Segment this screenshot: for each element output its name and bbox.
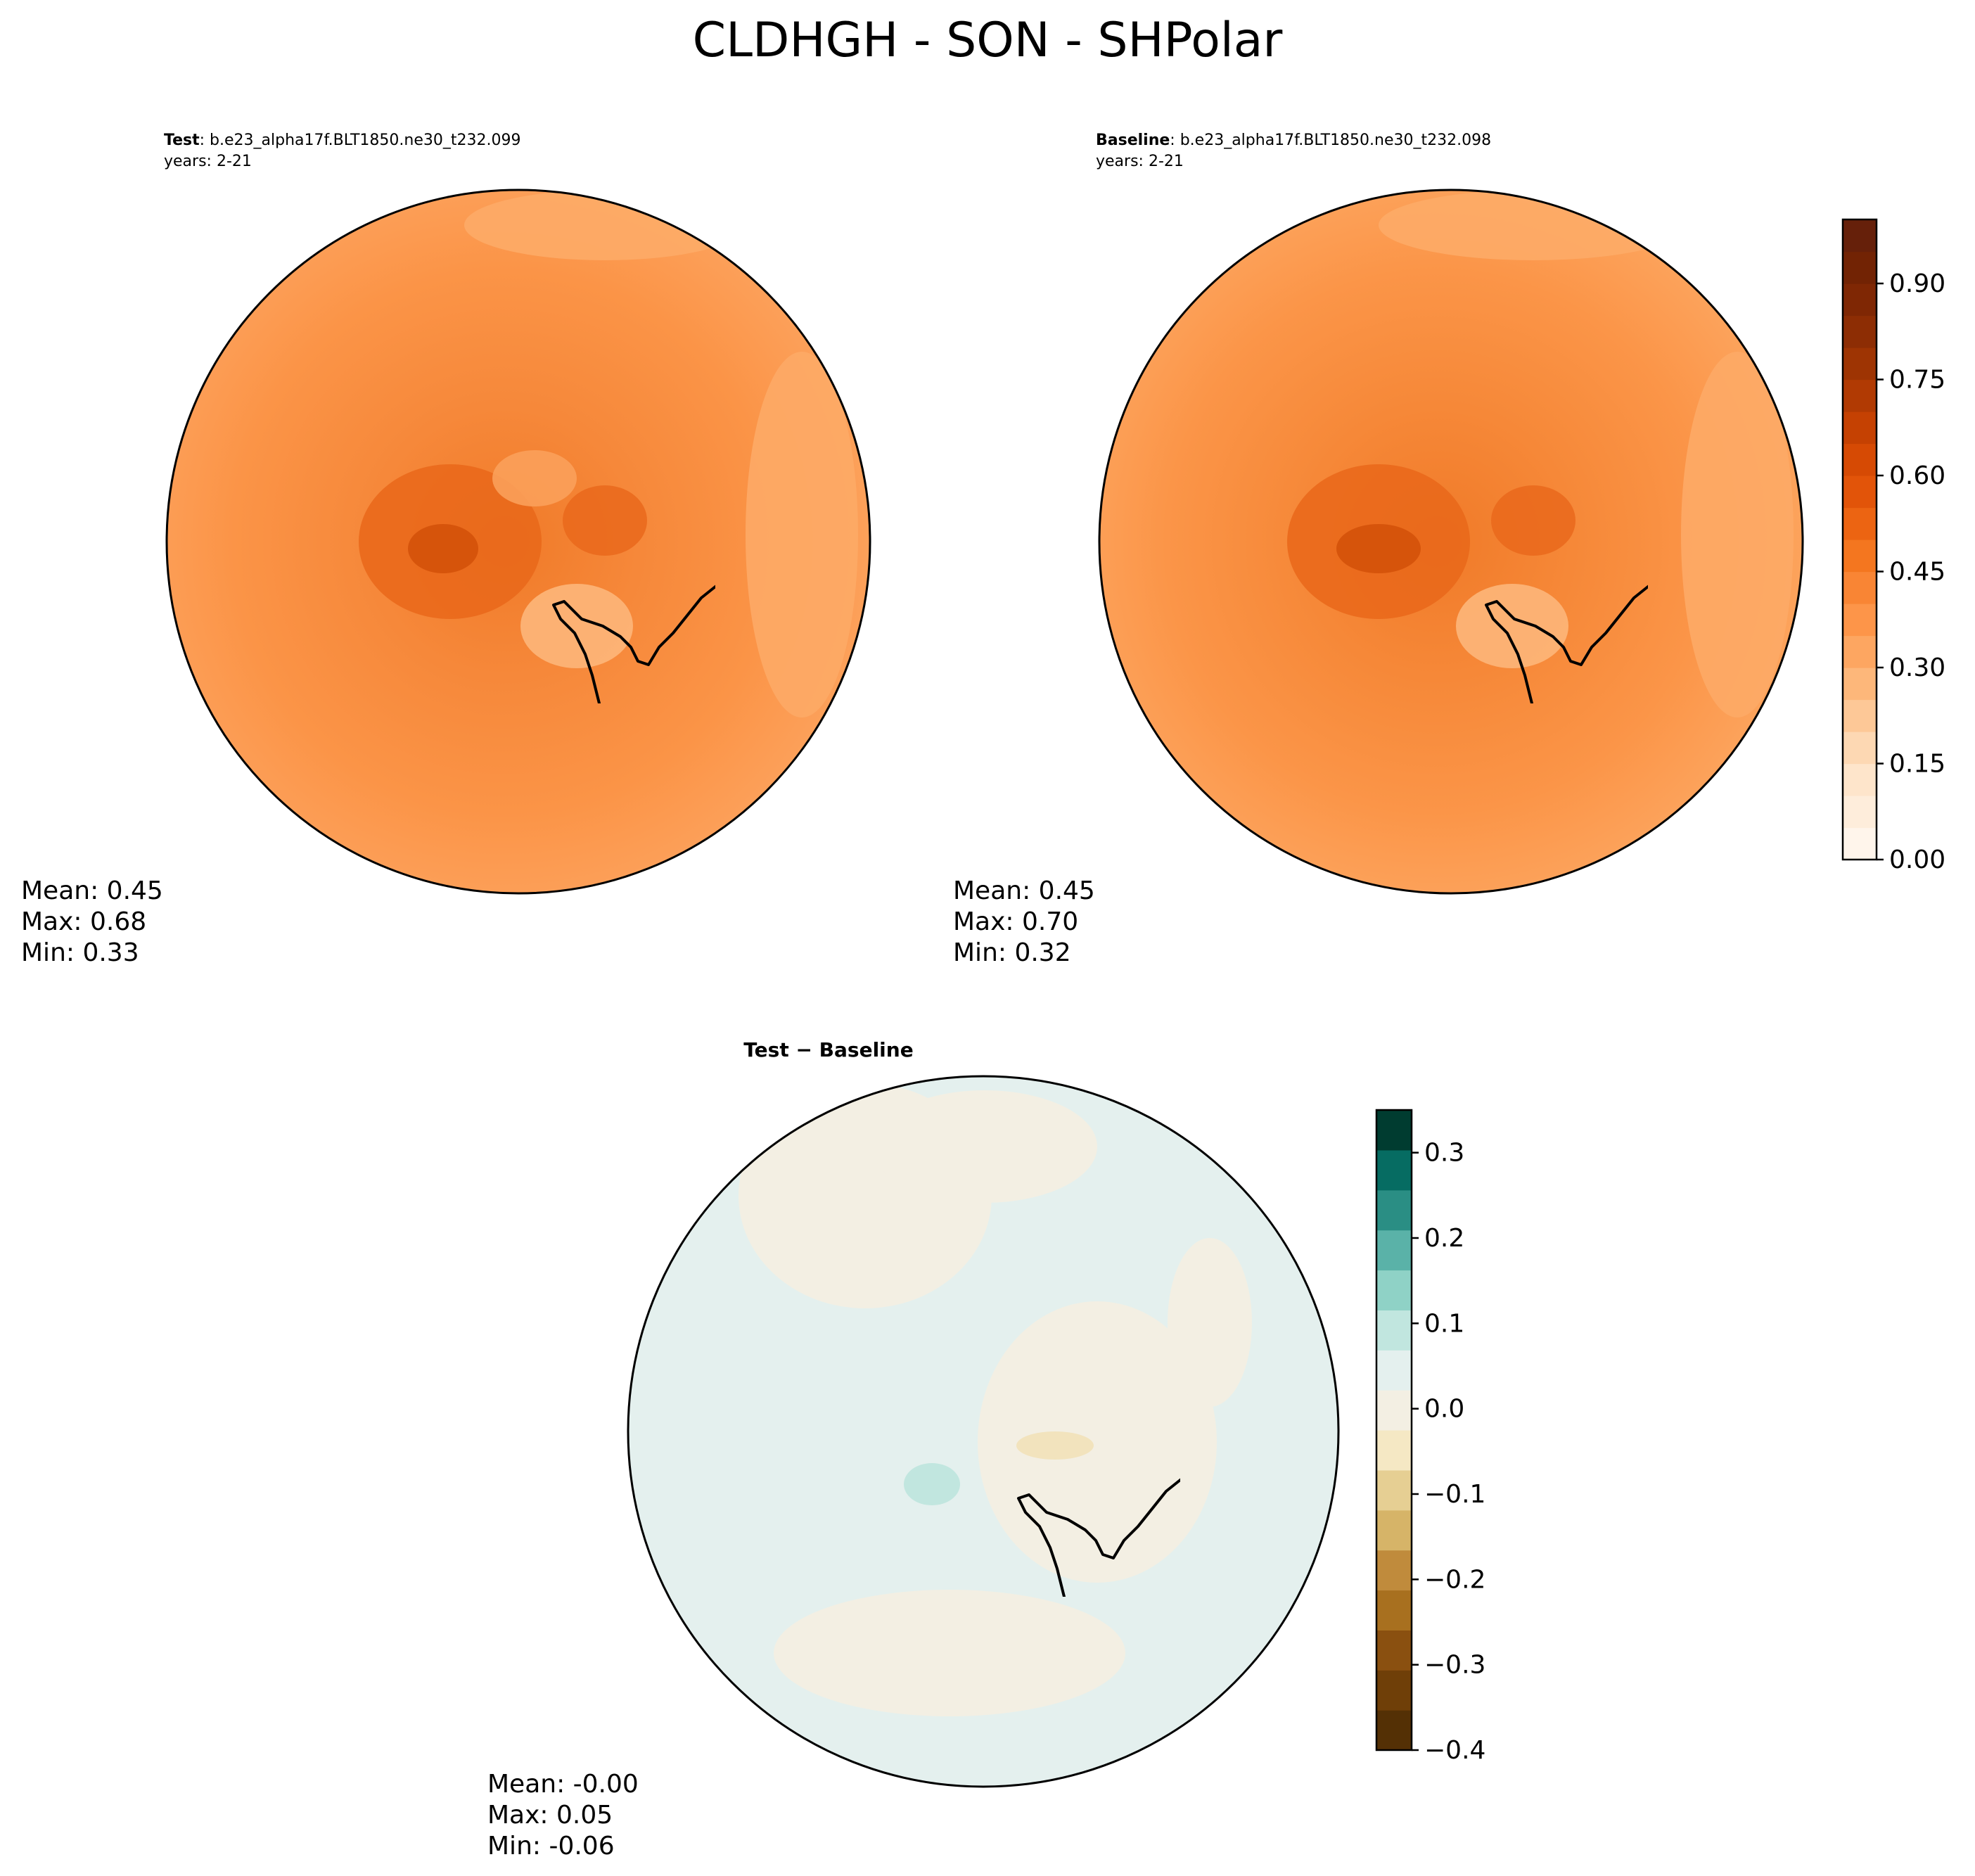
difference-colorbar-segment xyxy=(1376,1670,1412,1711)
test-map xyxy=(167,190,870,893)
difference-colorbar-segment xyxy=(1376,1630,1412,1671)
baseline-label: Baseline: b.e23_alpha17f.BLT1850.ne30_t2… xyxy=(1096,132,1491,149)
difference-colorbar-segment xyxy=(1376,1510,1412,1551)
difference-panel: Test − Baseline Mean: -0.00 Max: 0.05 Mi… xyxy=(487,1038,1485,1861)
test-label-bold: Test xyxy=(164,132,200,149)
baseline-colorbar-tick-label: 0.30 xyxy=(1889,653,1945,682)
baseline-colorbar-segment xyxy=(1843,763,1877,796)
difference-colorbar-segment xyxy=(1376,1230,1412,1271)
test-label-case: : b.e23_alpha17f.BLT1850.ne30_t232.099 xyxy=(200,132,521,149)
difference-colorbar-tick-label: −0.4 xyxy=(1424,1736,1485,1765)
baseline-colorbar-segment xyxy=(1843,796,1877,829)
baseline-colorbar-segment xyxy=(1843,476,1877,509)
baseline-years: years: 2-21 xyxy=(1096,153,1184,170)
difference-colorbar-segment xyxy=(1376,1110,1412,1151)
difference-min: Min: -0.06 xyxy=(487,1832,615,1861)
baseline-label-bold: Baseline xyxy=(1096,132,1170,149)
difference-label: Test − Baseline xyxy=(743,1038,913,1061)
test-min: Min: 0.33 xyxy=(21,938,139,967)
difference-colorbar-segment xyxy=(1376,1710,1412,1751)
baseline-mean: Mean: 0.45 xyxy=(953,876,1095,905)
baseline-colorbar-segment xyxy=(1843,635,1877,668)
baseline-max: Max: 0.70 xyxy=(953,907,1078,936)
baseline-map xyxy=(1099,190,1803,893)
difference-colorbar-segment xyxy=(1376,1270,1412,1310)
difference-map xyxy=(628,1076,1338,1787)
difference-mean: Mean: -0.00 xyxy=(487,1770,639,1799)
baseline-colorbar-tick-label: 0.15 xyxy=(1889,750,1945,779)
test-panel: Test: b.e23_alpha17f.BLT1850.ne30_t232.0… xyxy=(21,132,871,967)
baseline-colorbar-segment xyxy=(1843,540,1877,573)
baseline-colorbar-segment xyxy=(1843,315,1877,348)
baseline-colorbar-segment xyxy=(1843,827,1877,860)
figure-title: CLDHGH - SON - SHPolar xyxy=(693,13,1283,68)
baseline-min: Min: 0.32 xyxy=(953,938,1071,967)
baseline-colorbar-segment xyxy=(1843,251,1877,284)
test-years: years: 2-21 xyxy=(164,153,252,170)
difference-colorbar-segment xyxy=(1376,1310,1412,1351)
difference-map-boundary xyxy=(627,1075,1340,1788)
baseline-colorbar-segment xyxy=(1843,283,1877,317)
difference-colorbar-frame xyxy=(1375,1109,1413,1751)
baseline-colorbar-segment xyxy=(1843,411,1877,445)
baseline-colorbar-segment xyxy=(1843,507,1877,540)
difference-max: Max: 0.05 xyxy=(487,1801,613,1830)
difference-colorbar-segment xyxy=(1376,1390,1412,1431)
baseline-colorbar-segment xyxy=(1843,604,1877,637)
difference-colorbar-segment xyxy=(1376,1550,1412,1591)
baseline-colorbar-segment xyxy=(1843,219,1877,253)
difference-colorbar-segment xyxy=(1376,1590,1412,1631)
baseline-label-case: : b.e23_alpha17f.BLT1850.ne30_t232.098 xyxy=(1170,132,1491,149)
baseline-colorbar-segment xyxy=(1843,379,1877,412)
test-label: Test: b.e23_alpha17f.BLT1850.ne30_t232.0… xyxy=(164,132,520,149)
difference-colorbar: 0.3 0.2 0.1 0.0 −0.1 −0.2 −0.3 −0.4 xyxy=(1375,1109,1485,1765)
baseline-colorbar-tick-label: 0.00 xyxy=(1889,846,1945,874)
baseline-colorbar-segment xyxy=(1843,571,1877,604)
difference-colorbar-segment xyxy=(1376,1149,1412,1191)
difference-colorbar-segment xyxy=(1376,1430,1412,1471)
baseline-colorbar-segment xyxy=(1843,699,1877,732)
baseline-panel: Baseline: b.e23_alpha17f.BLT1850.ne30_t2… xyxy=(953,132,1945,967)
difference-colorbar-tick-label: −0.2 xyxy=(1424,1565,1485,1594)
difference-colorbar-tick-label: 0.1 xyxy=(1424,1309,1464,1338)
difference-colorbar-segment xyxy=(1376,1189,1412,1231)
baseline-colorbar-segment xyxy=(1843,668,1877,701)
test-max: Max: 0.68 xyxy=(21,907,146,936)
difference-colorbar-tick-label: −0.3 xyxy=(1424,1651,1485,1680)
baseline-colorbar-tick-label: 0.45 xyxy=(1889,558,1945,587)
baseline-colorbar-segment xyxy=(1843,732,1877,765)
difference-colorbar-tick-label: 0.2 xyxy=(1424,1224,1464,1253)
baseline-colorbar-segment xyxy=(1843,347,1877,381)
difference-colorbar-segment xyxy=(1376,1469,1412,1511)
baseline-colorbar-tick-label: 0.75 xyxy=(1889,366,1945,395)
baseline-colorbar-segment xyxy=(1843,443,1877,476)
baseline-colorbar-frame xyxy=(1841,218,1878,861)
difference-colorbar-tick-label: 0.0 xyxy=(1424,1395,1464,1424)
baseline-map-boundary xyxy=(1098,189,1804,895)
baseline-colorbar: 0.00 0.15 0.30 0.45 0.60 0.75 0.90 xyxy=(1841,218,1945,874)
baseline-colorbar-tick-label: 0.60 xyxy=(1889,461,1945,490)
difference-colorbar-tick-label: −0.1 xyxy=(1424,1480,1485,1509)
test-mean: Mean: 0.45 xyxy=(21,876,163,905)
difference-colorbar-segment xyxy=(1376,1350,1412,1391)
baseline-colorbar-tick-label: 0.90 xyxy=(1889,269,1945,298)
test-map-boundary xyxy=(165,189,871,895)
difference-colorbar-tick-label: 0.3 xyxy=(1424,1139,1464,1168)
